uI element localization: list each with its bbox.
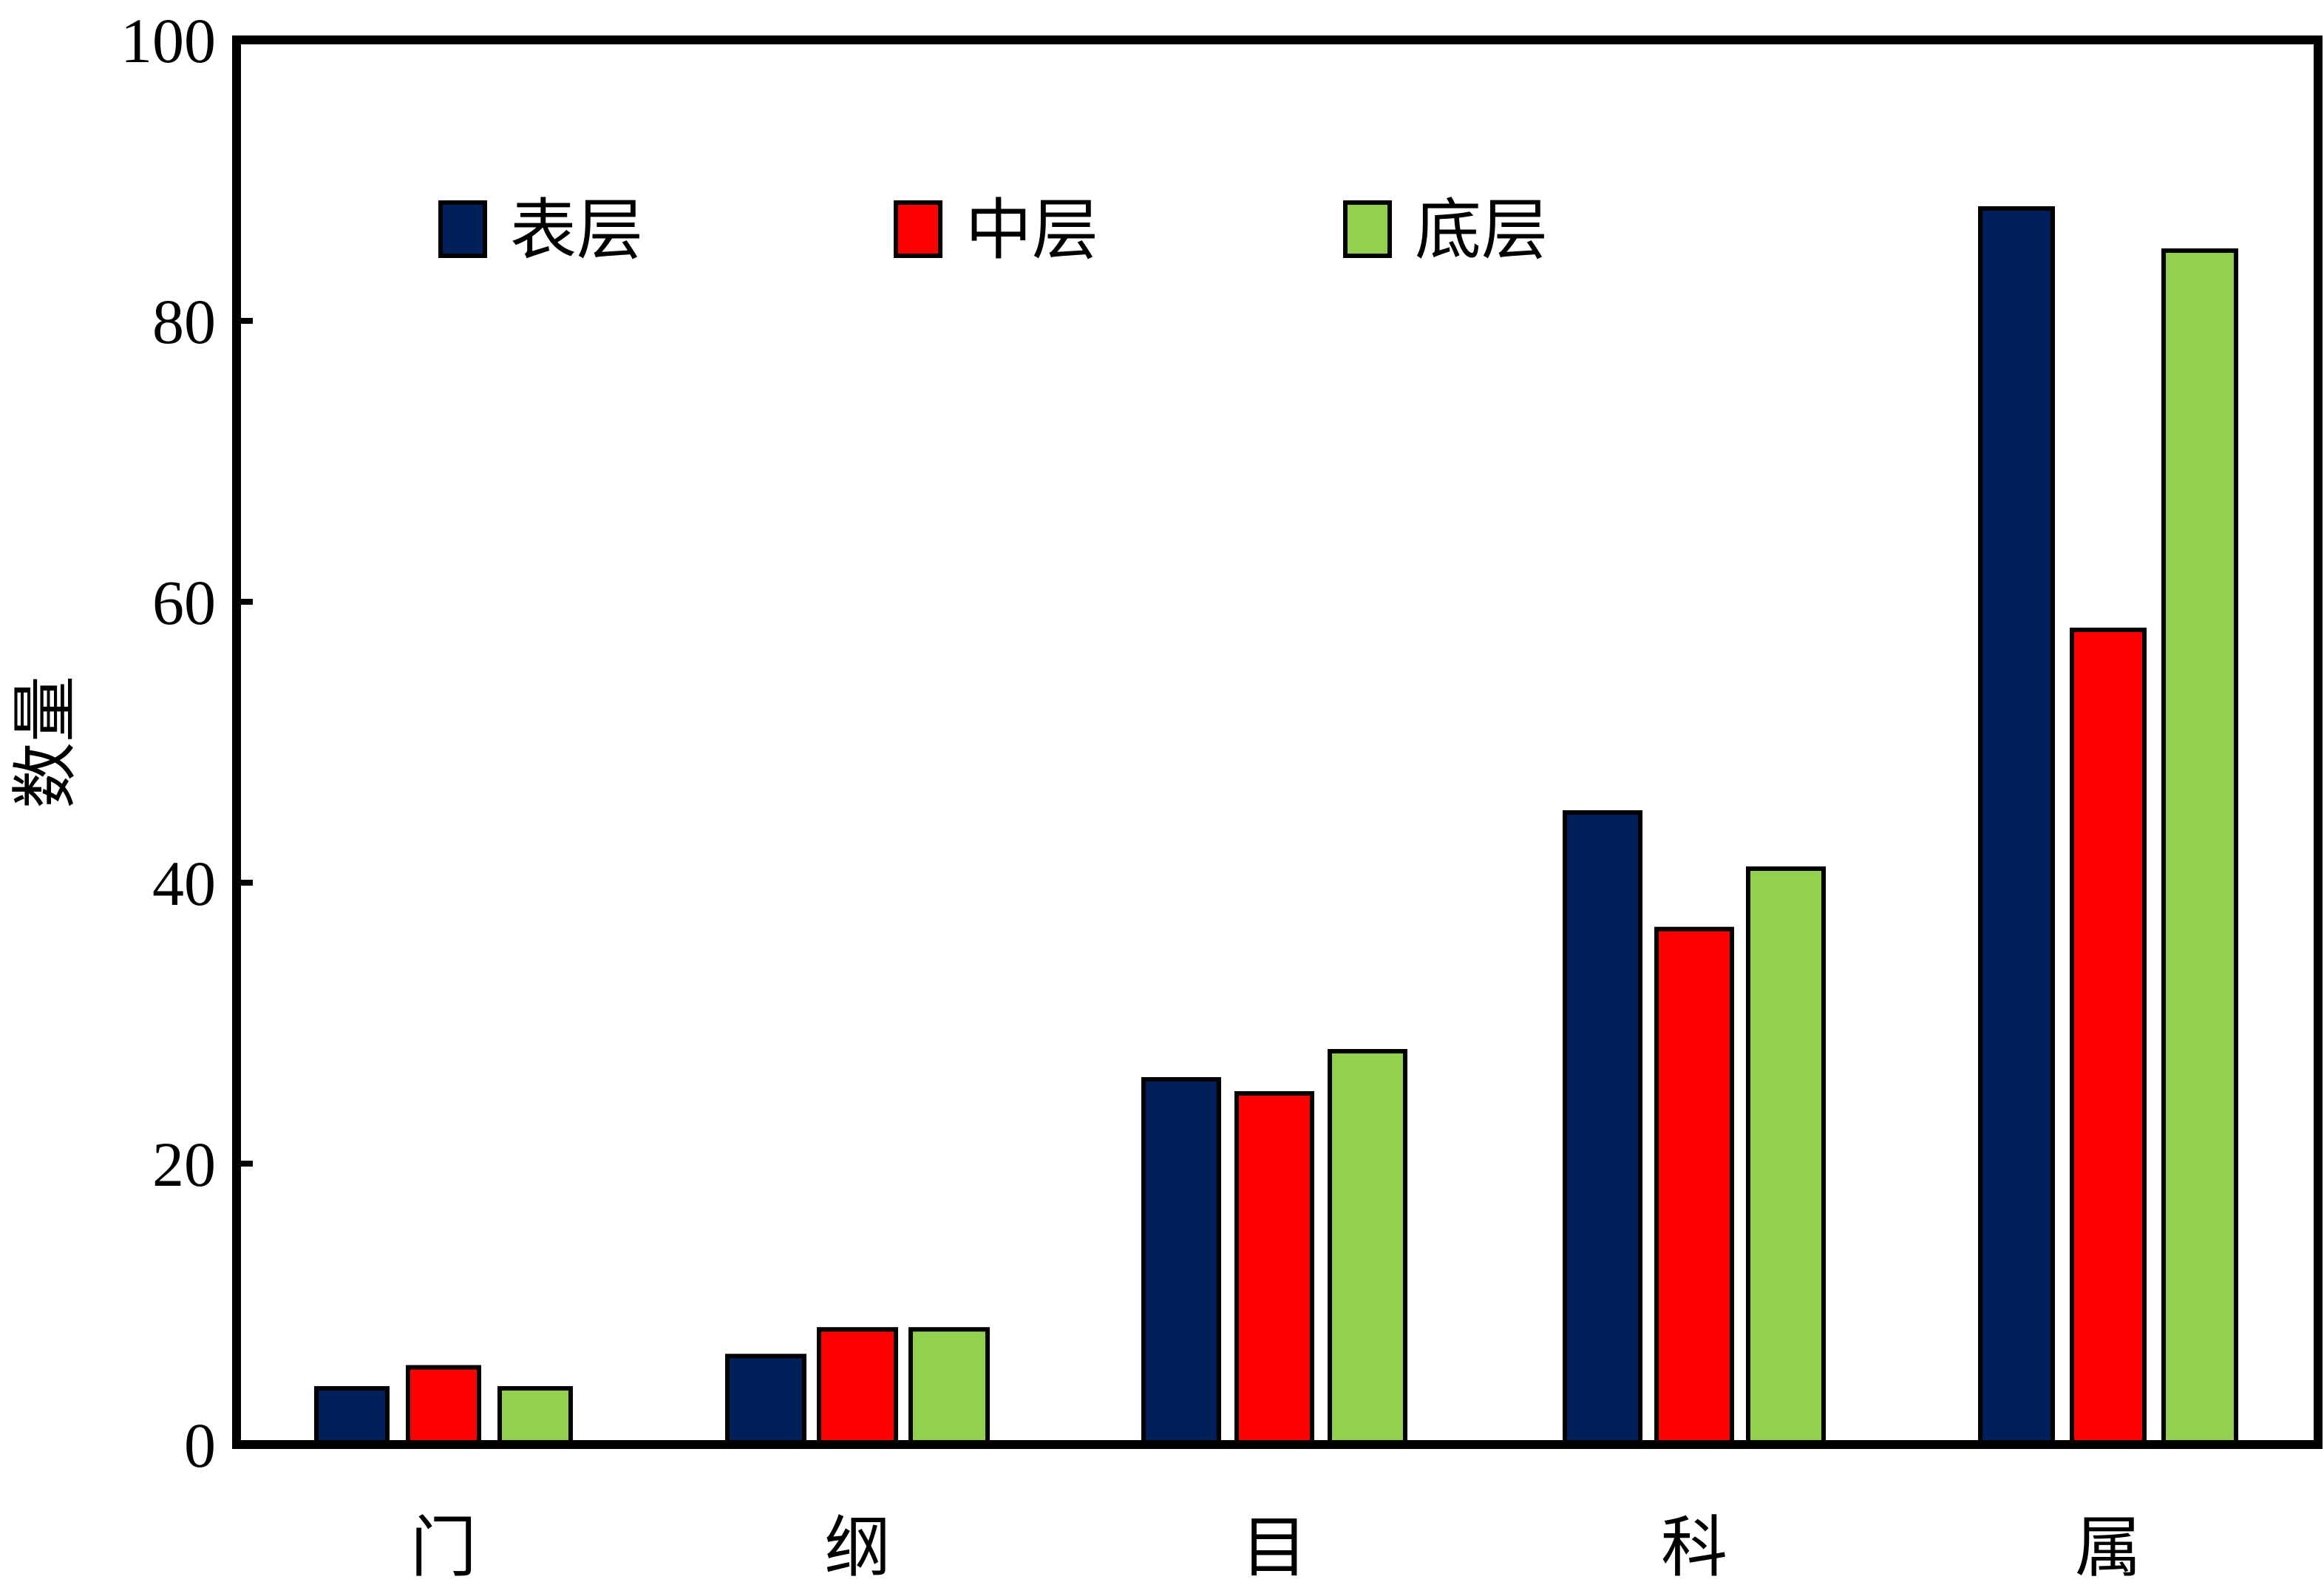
bar-目-表层 xyxy=(1141,1077,1221,1447)
bar-纲-中层 xyxy=(817,1327,898,1447)
bar-科-底层 xyxy=(1746,866,1826,1447)
x-tick-label-纲: 纲 xyxy=(824,1509,891,1585)
bar-门-中层 xyxy=(406,1365,481,1447)
bar-门-底层 xyxy=(497,1386,573,1447)
legend: 表层 中层 底层 xyxy=(438,191,1548,269)
bar-纲-底层 xyxy=(908,1327,990,1447)
plot-frame xyxy=(232,35,2323,1449)
y-axis: 0 20 40 60 80 100 xyxy=(120,5,253,1481)
legend-swatch-底层 xyxy=(1343,200,1392,258)
x-tick-label-目: 目 xyxy=(1241,1509,1308,1585)
x-tick-label-科: 科 xyxy=(1661,1509,1727,1585)
x-axis: 门纲目科属 xyxy=(410,1509,2141,1585)
bar-科-表层 xyxy=(1563,810,1642,1447)
y-tick-label-20: 20 xyxy=(152,1129,216,1200)
y-tick-label-60: 60 xyxy=(152,567,216,638)
legend-swatch-表层 xyxy=(438,200,487,258)
bar-目-中层 xyxy=(1234,1091,1314,1447)
y-tick-label-40: 40 xyxy=(152,848,216,919)
bar-属-底层 xyxy=(2161,248,2238,1447)
x-tick-label-属: 属 xyxy=(2075,1509,2141,1585)
x-tick-label-门: 门 xyxy=(410,1509,477,1585)
legend-label-底层: 底层 xyxy=(1415,191,1548,269)
y-tick-label-100: 100 xyxy=(120,5,216,76)
bar-属-中层 xyxy=(2070,628,2147,1447)
bar-纲-表层 xyxy=(725,1354,806,1447)
legend-label-中层: 中层 xyxy=(965,191,1098,269)
bar-科-中层 xyxy=(1654,926,1734,1447)
legend-label-表层: 表层 xyxy=(510,191,643,269)
bars-layer xyxy=(314,206,2238,1447)
y-axis-title: 数量 xyxy=(7,676,84,809)
legend-swatch-中层 xyxy=(894,200,942,258)
y-tick-label-80: 80 xyxy=(152,286,216,357)
y-tick-label-0: 0 xyxy=(184,1410,216,1481)
bar-门-表层 xyxy=(314,1386,390,1447)
bar-属-表层 xyxy=(1978,206,2055,1447)
bar-目-底层 xyxy=(1328,1049,1407,1447)
